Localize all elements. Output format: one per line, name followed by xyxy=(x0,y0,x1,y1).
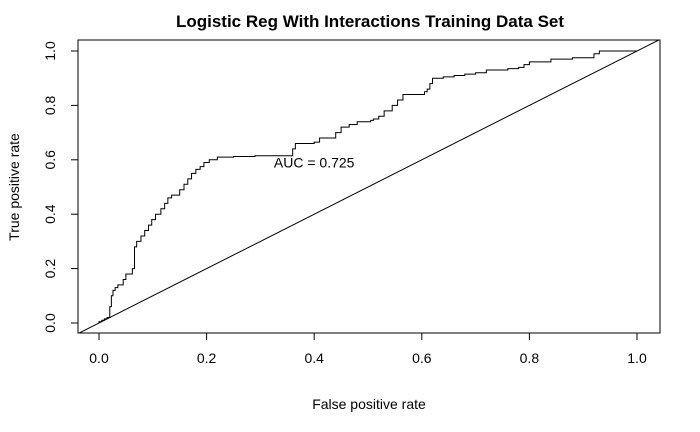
y-axis: 0.0 0.2 0.4 0.6 0.8 1.0 xyxy=(42,41,78,333)
y-tick-label: 0.8 xyxy=(42,95,58,115)
x-tick-label: 1.0 xyxy=(627,350,647,366)
y-tick-label: 0.6 xyxy=(42,150,58,170)
chart-title: Logistic Reg With Interactions Training … xyxy=(176,12,564,31)
roc-curve-line xyxy=(98,50,637,323)
x-tick-label: 0.2 xyxy=(197,350,217,366)
y-tick-label: 0.4 xyxy=(42,204,58,224)
x-tick-label: 0.6 xyxy=(412,350,432,366)
y-axis-label: True positive rate xyxy=(6,133,22,241)
x-axis-label: False positive rate xyxy=(312,396,426,412)
chance-diagonal-line xyxy=(78,40,660,333)
x-tick-label: 0.0 xyxy=(89,350,109,366)
x-axis: 0.0 0.2 0.4 0.6 0.8 1.0 xyxy=(89,333,647,366)
y-tick-label: 0.2 xyxy=(42,259,58,279)
y-tick-label: 0.0 xyxy=(42,313,58,333)
x-tick-label: 0.8 xyxy=(520,350,540,366)
plot-frame xyxy=(77,39,661,334)
plot-area: 0.0 0.2 0.4 0.6 0.8 1.0 0.0 0.2 0.4 0.6 0.8 1.0 xyxy=(42,39,661,366)
series-layer xyxy=(78,40,660,333)
x-tick-label: 0.4 xyxy=(304,350,324,366)
auc-annotation: AUC = 0.725 xyxy=(274,155,355,171)
y-tick-label: 1.0 xyxy=(42,41,58,61)
